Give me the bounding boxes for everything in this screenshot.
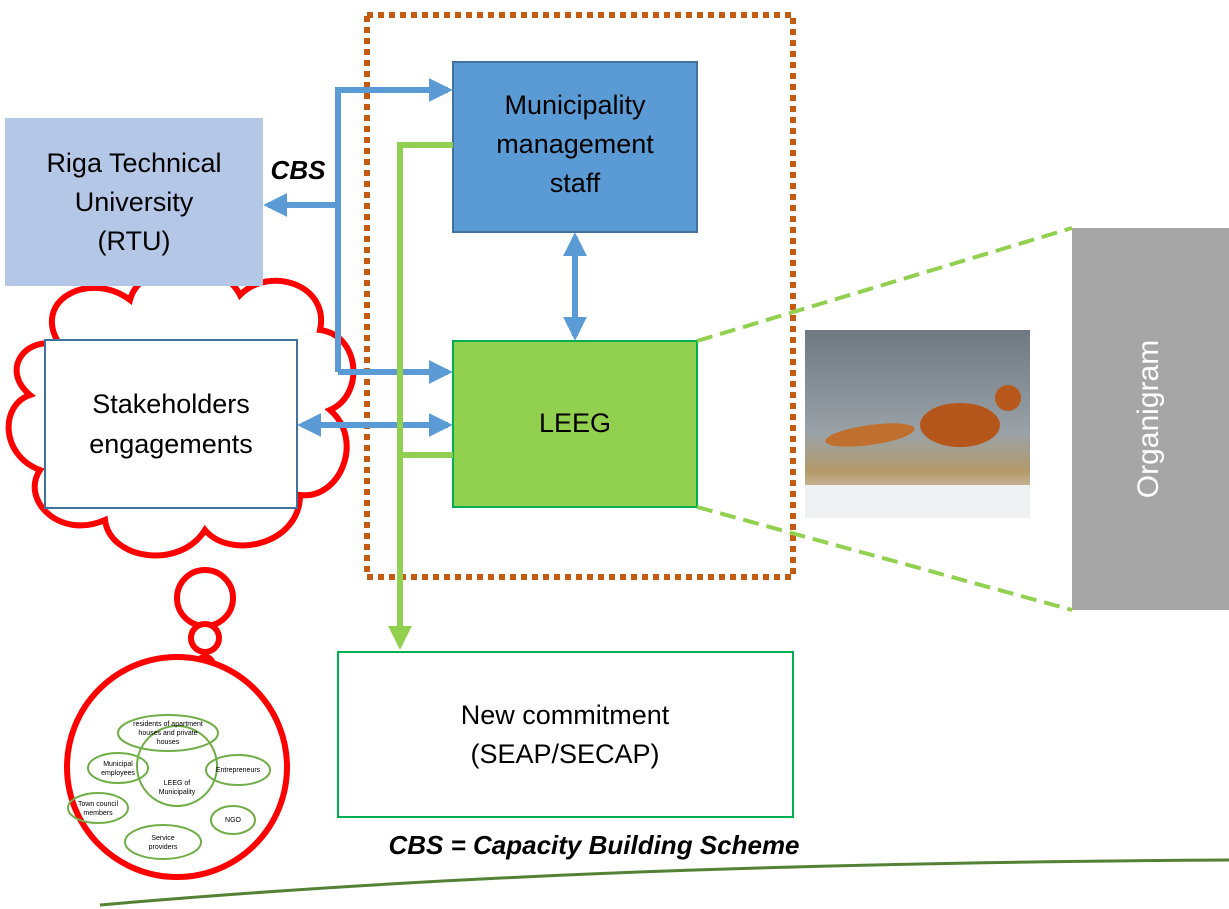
text-line: Service [151, 835, 174, 842]
text-line: houses and private [138, 730, 197, 737]
text-line: engagements [89, 429, 253, 459]
cbs-legend: CBS = Capacity Building Scheme [388, 830, 799, 860]
text-line: (RTU) [98, 226, 171, 256]
text-line: management [496, 129, 654, 159]
text-line: providers [149, 844, 178, 851]
fox-photo [805, 330, 1030, 518]
organigram-label: Organigram [1132, 340, 1165, 498]
text-line: Riga Technical [46, 148, 221, 178]
text-line: New commitment [461, 700, 670, 730]
commitment-box [338, 652, 793, 817]
text-line: University [75, 187, 194, 217]
text-line: houses [157, 739, 180, 746]
map-group: Entrepreneurs [216, 767, 261, 774]
text-line: Town council [78, 801, 119, 808]
text-line: Stakeholders [92, 389, 250, 419]
text-line: members [83, 810, 113, 817]
text-line: Municipal [103, 761, 133, 768]
text-line: employees [101, 770, 135, 777]
text-line: LEEG of [164, 780, 191, 787]
commitment-arrows [400, 145, 453, 645]
cbs-label: CBS [271, 155, 327, 185]
text-line: staff [550, 168, 601, 198]
leeg-label: LEEG [539, 408, 611, 438]
footer-line [100, 860, 1229, 905]
diagram: Riga Technical University (RTU) Municipali… [0, 0, 1229, 909]
text-line: Municipality [159, 789, 196, 796]
text-line: residents of apartment [133, 721, 203, 728]
map-group: NGO [225, 817, 242, 824]
stakeholders-box [45, 340, 297, 508]
text-line: (SEAP/SECAP) [470, 739, 659, 769]
text-line: Municipality [504, 90, 646, 120]
